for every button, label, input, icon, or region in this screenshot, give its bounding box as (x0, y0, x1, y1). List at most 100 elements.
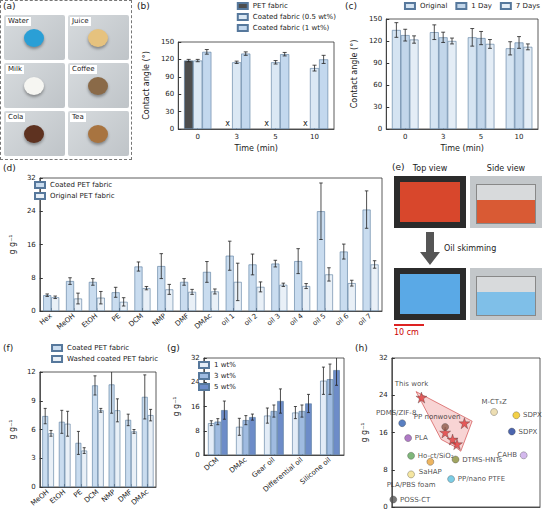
svg-text:EtOH: EtOH (48, 488, 67, 506)
svg-text:PP/nano PTFE: PP/nano PTFE (458, 475, 505, 483)
svg-text:1 Day: 1 Day (471, 2, 492, 10)
svg-text:Ho-ct/SiO₂: Ho-ct/SiO₂ (418, 452, 454, 460)
svg-text:PDMS/ZIF-8: PDMS/ZIF-8 (376, 409, 416, 417)
svg-text:Contact angle (°): Contact angle (°) (350, 40, 359, 109)
svg-text:DMAc: DMAc (130, 488, 151, 507)
svg-text:0: 0 (31, 307, 35, 315)
svg-text:EtOH: EtOH (81, 312, 100, 330)
svg-text:0: 0 (195, 451, 199, 459)
svg-text:x: x (225, 119, 230, 128)
svg-text:SDPX: SDPX (523, 411, 542, 419)
svg-text:Coated fabric (1 wt%): Coated fabric (1 wt%) (253, 24, 330, 32)
svg-text:120: 120 (161, 55, 174, 63)
svg-text:Time (min): Time (min) (233, 144, 277, 153)
svg-text:g g⁻¹: g g⁻¹ (360, 422, 369, 442)
svg-text:Silicone oil: Silicone oil (299, 456, 333, 486)
svg-text:16: 16 (27, 241, 36, 249)
svg-text:3 wt%: 3 wt% (214, 372, 236, 380)
svg-text:60: 60 (373, 81, 382, 89)
svg-text:(c): (c) (345, 1, 357, 11)
svg-text:MeOH: MeOH (55, 312, 76, 332)
svg-text:SDPX: SDPX (519, 428, 538, 436)
svg-text:DCM: DCM (83, 488, 101, 505)
svg-text:0: 0 (383, 503, 387, 511)
svg-text:9: 9 (31, 397, 35, 405)
svg-text:(f): (f) (3, 343, 13, 353)
svg-text:Coated PET fabric: Coated PET fabric (50, 181, 112, 189)
svg-text:PLA: PLA (415, 434, 428, 442)
svg-text:Hex: Hex (38, 312, 54, 327)
svg-text:3: 3 (441, 133, 445, 141)
svg-text:90: 90 (165, 73, 174, 81)
svg-text:5 wt%: 5 wt% (214, 383, 236, 391)
svg-text:CAHB: CAHB (497, 451, 517, 459)
svg-text:150: 150 (369, 15, 382, 23)
svg-text:Differential oil: Differential oil (262, 456, 305, 494)
svg-text:MeOH: MeOH (29, 488, 50, 508)
svg-text:32: 32 (27, 174, 36, 182)
svg-text:DMAc: DMAc (228, 456, 249, 475)
svg-text:Coated PET fabric: Coated PET fabric (67, 344, 129, 352)
svg-text:Time (min): Time (min) (439, 144, 483, 153)
svg-text:(d): (d) (3, 163, 16, 173)
svg-text:32: 32 (379, 354, 388, 362)
svg-text:oil 7: oil 7 (357, 312, 374, 328)
svg-text:oil 4: oil 4 (288, 312, 305, 328)
svg-text:PE: PE (110, 312, 122, 324)
svg-text:Original: Original (420, 2, 447, 10)
svg-text:(b): (b) (137, 1, 150, 11)
svg-text:3: 3 (234, 133, 238, 141)
svg-text:g g⁻¹: g g⁻¹ (8, 419, 17, 439)
svg-text:Gear oil: Gear oil (250, 456, 276, 480)
svg-text:Contact angle (°): Contact angle (°) (142, 51, 151, 120)
svg-text:oil 2: oil 2 (243, 312, 260, 328)
svg-text:150: 150 (161, 38, 174, 46)
svg-text:PET fabric: PET fabric (253, 2, 288, 10)
svg-text:DCM: DCM (203, 456, 221, 473)
svg-text:0: 0 (403, 133, 407, 141)
svg-text:30: 30 (373, 103, 382, 111)
svg-text:DMF: DMF (174, 312, 191, 328)
svg-text:0: 0 (378, 125, 382, 133)
svg-text:Coated fabric (0.5 wt%): Coated fabric (0.5 wt%) (253, 13, 336, 21)
svg-text:oil 1: oil 1 (220, 312, 237, 328)
svg-text:10: 10 (310, 133, 319, 141)
svg-text:90: 90 (373, 59, 382, 67)
svg-text:DCM: DCM (127, 312, 145, 329)
svg-text:0: 0 (31, 483, 35, 491)
svg-text:16: 16 (379, 429, 388, 437)
svg-text:6: 6 (31, 426, 36, 434)
svg-text:oil 5: oil 5 (311, 312, 328, 328)
svg-text:7 Days: 7 Days (516, 2, 541, 10)
svg-text:0: 0 (170, 125, 174, 133)
svg-text:g g⁻¹: g g⁻¹ (8, 234, 17, 254)
svg-text:60: 60 (165, 90, 174, 98)
svg-text:POSS-CT: POSS-CT (400, 496, 431, 504)
svg-text:x: x (303, 119, 308, 128)
svg-text:DMAc: DMAc (193, 312, 214, 331)
svg-text:16: 16 (191, 403, 200, 411)
svg-text:x: x (264, 119, 269, 128)
svg-text:24: 24 (27, 207, 36, 215)
svg-text:SaHAP: SaHAP (419, 468, 442, 476)
svg-text:32: 32 (191, 354, 200, 362)
svg-text:(h): (h) (355, 343, 368, 353)
svg-text:g g⁻¹: g g⁻¹ (172, 396, 181, 416)
svg-text:3: 3 (31, 454, 35, 462)
svg-text:10: 10 (515, 133, 524, 141)
svg-text:(g): (g) (167, 343, 180, 353)
svg-text:0: 0 (195, 133, 199, 141)
svg-text:NMP: NMP (100, 488, 117, 504)
svg-text:Original PET fabric: Original PET fabric (50, 192, 115, 200)
svg-text:PP nonwoven: PP nonwoven (414, 413, 461, 421)
svg-text:PLA/PBS foam: PLA/PBS foam (387, 481, 436, 489)
svg-text:12: 12 (27, 368, 36, 376)
svg-text:8: 8 (383, 466, 387, 474)
svg-text:5: 5 (273, 133, 277, 141)
svg-text:120: 120 (369, 37, 382, 45)
svg-text:24: 24 (379, 391, 388, 399)
svg-text:8: 8 (31, 274, 35, 282)
svg-text:5: 5 (479, 133, 483, 141)
svg-text:M-CT₃Z: M-CT₃Z (481, 398, 507, 406)
svg-text:oil 3: oil 3 (265, 312, 282, 328)
